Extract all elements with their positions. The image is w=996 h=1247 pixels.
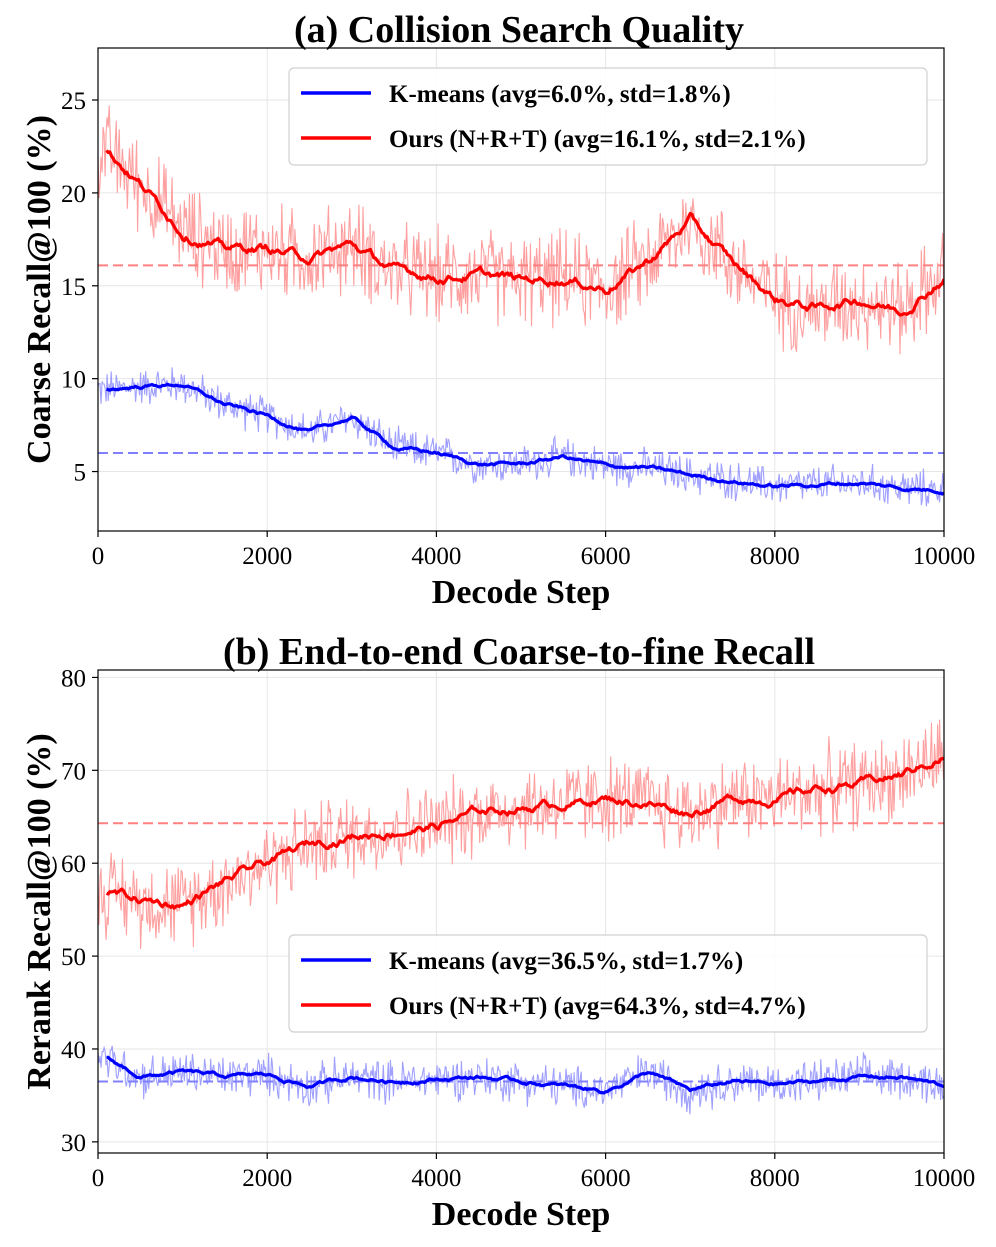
- plot-area: [98, 105, 944, 507]
- y-tick-label: 50: [61, 944, 86, 971]
- x-tick-label: 6000: [581, 1165, 631, 1192]
- legend-box: [288, 67, 928, 166]
- chart-title: (b) End-to-end Coarse-to-fine Recall: [223, 631, 815, 673]
- legend-label-ours: Ours (N+R+T) (avg=64.3%, std=4.7%): [389, 993, 806, 1020]
- x-tick-label: 6000: [581, 543, 631, 570]
- y-tick-label: 30: [61, 1130, 86, 1157]
- y-axis-label: Coarse Recall@100 (%): [21, 115, 58, 464]
- axes-frame: [97, 47, 945, 532]
- x-tick-label: 10000: [913, 1165, 976, 1192]
- x-tick-label: 2000: [242, 543, 292, 570]
- x-tick-label: 0: [92, 543, 105, 570]
- y-tick-label: 5: [74, 460, 87, 487]
- x-tick-label: 0: [92, 1165, 105, 1192]
- y-tick-label: 20: [61, 181, 86, 208]
- legend-label-kmeans: K-means (avg=36.5%, std=1.7%): [389, 948, 743, 975]
- chart-panel-b: 0 2000 4000 6000 8000 10000 30 40 50 60 70 80 (b) En…: [21, 631, 975, 1233]
- axes-frame: [97, 669, 945, 1154]
- y-tick-label: 80: [61, 665, 86, 692]
- smoothed-series-ours: [105, 149, 944, 317]
- y-tick-label: 40: [61, 1037, 86, 1064]
- x-tick-label: 8000: [750, 1165, 800, 1192]
- legend-label-kmeans: K-means (avg=6.0%, std=1.8%): [389, 81, 731, 108]
- raw-series-ours: [98, 105, 944, 355]
- y-tick-label: 25: [61, 88, 86, 115]
- smoothed-series-kmeans: [106, 382, 944, 496]
- legend: K-means (avg=6.0%, std=1.8%) Ours (N+R+T)…: [288, 67, 928, 166]
- x-axis-label: Decode Step: [432, 574, 610, 611]
- x-tick-label: 10000: [913, 543, 976, 570]
- legend-box: [288, 934, 928, 1033]
- plot-area: [98, 719, 944, 1115]
- y-tick-label: 70: [61, 758, 86, 785]
- x-tick-label: 2000: [242, 1165, 292, 1192]
- legend-label-ours: Ours (N+R+T) (avg=16.1%, std=2.1%): [389, 126, 806, 153]
- x-tick-label: 4000: [411, 543, 461, 570]
- chart-title: (a) Collision Search Quality: [294, 9, 744, 51]
- y-axis-label: Rerank Recall@100 (%): [21, 733, 58, 1089]
- y-tick-label: 60: [61, 851, 86, 878]
- x-axis-label: Decode Step: [432, 1196, 610, 1233]
- x-tick-label: 4000: [411, 1165, 461, 1192]
- smoothed-series-kmeans: [106, 1055, 944, 1095]
- y-tick-label: 10: [61, 367, 86, 394]
- x-tick-label: 8000: [750, 543, 800, 570]
- y-tick-label: 15: [61, 274, 86, 301]
- legend: K-means (avg=36.5%, std=1.7%) Ours (N+R+T…: [288, 934, 928, 1033]
- chart-panel-a: 0 2000 4000 6000 8000 10000 5 10 15 20 25 (a) Colli…: [21, 9, 975, 611]
- raw-series-ours: [98, 719, 944, 950]
- smoothed-series-ours: [105, 756, 944, 910]
